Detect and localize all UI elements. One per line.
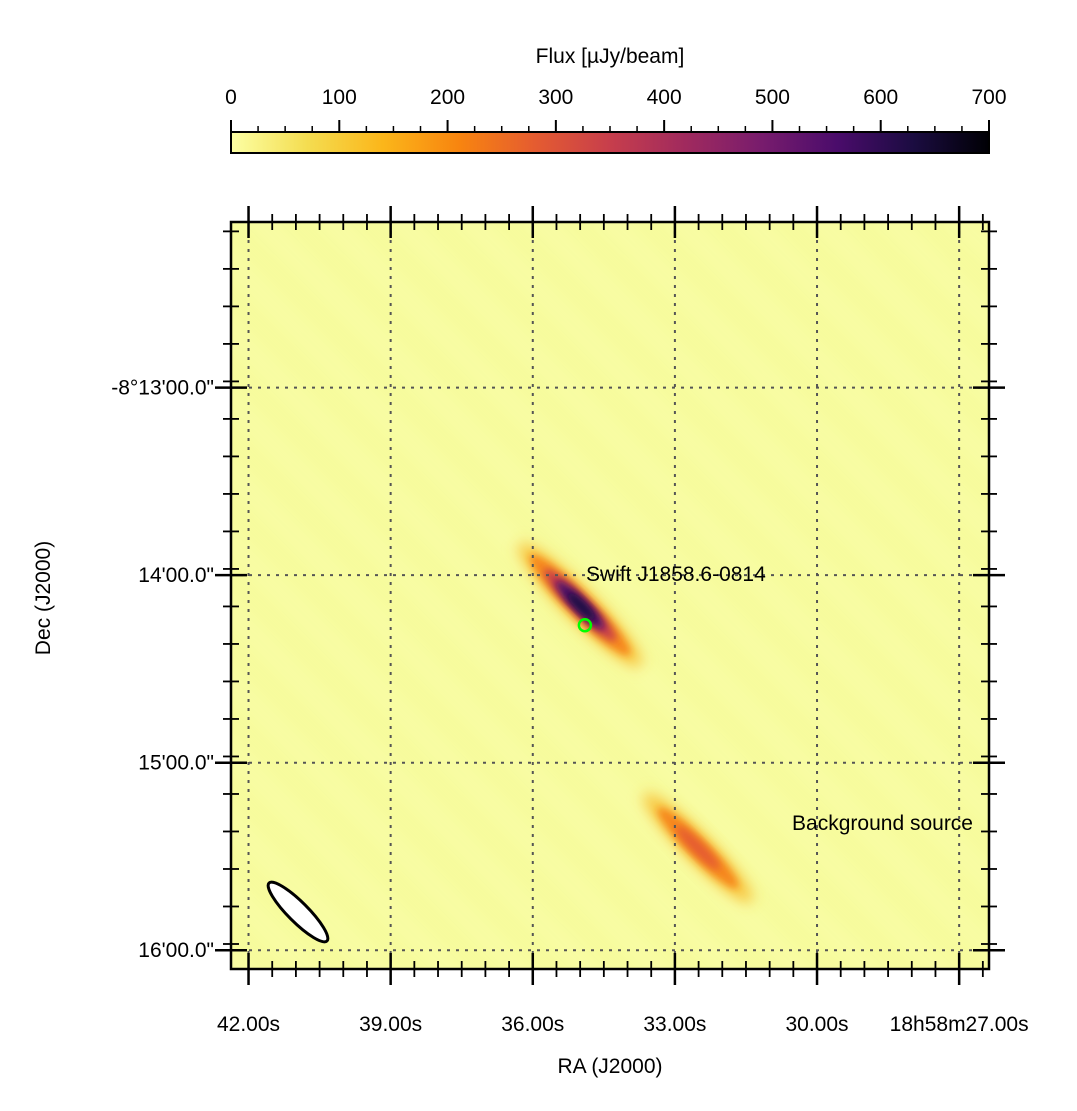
x-axis-label: RA (J2000)	[557, 1055, 662, 1078]
sidelobe-stripe	[671, 222, 989, 540]
source-emission-background	[643, 793, 753, 903]
sidelobe-stripe	[1011, 202, 1077, 1002]
colorbar-tick-label: 0	[225, 86, 237, 109]
x-tick-label: 18h58m27.00s	[890, 1013, 1029, 1036]
sidelobe-stripe	[231, 532, 668, 969]
y-tick-label: -8°13'00.0"	[111, 377, 214, 400]
source-label-background: Background source	[792, 812, 973, 835]
image-layer	[0, 202, 1077, 1002]
axis-ticks	[215, 206, 1005, 985]
y-axis-label: Dec (J2000)	[32, 541, 55, 655]
grid-lines	[231, 222, 989, 969]
x-tick-label: 42.00s	[217, 1013, 280, 1036]
y-tick-label: 15'00.0"	[138, 752, 214, 775]
sidelobe-stripe	[531, 222, 989, 680]
x-tick-label: 39.00s	[359, 1013, 422, 1036]
sidelobe-stripe	[231, 322, 878, 969]
y-tick-label: 16'00.0"	[138, 939, 214, 962]
heatmap-plot: Swift J1858.6-0814 Background source	[0, 202, 1077, 1002]
colorbar-tick-label: 700	[971, 86, 1006, 109]
colorbar-tick-label: 400	[647, 86, 682, 109]
sidelobe-stripes	[0, 202, 1077, 1002]
sidelobe-stripe	[231, 672, 528, 969]
sidelobe-stripe	[231, 812, 388, 969]
sidelobe-stripe	[741, 222, 989, 470]
sidelobe-stripe	[811, 222, 989, 400]
x-tick-label: 33.00s	[643, 1013, 706, 1036]
colorbar-label: Flux [µJy/beam]	[536, 45, 685, 68]
sidelobe-stripe	[0, 202, 201, 1002]
colorbar-tick-label: 500	[755, 86, 790, 109]
colorbar-gradient	[230, 131, 990, 154]
sidelobe-stripe	[251, 222, 989, 960]
plot-frame	[229, 220, 991, 971]
beam-ellipse	[266, 880, 330, 944]
sidelobe-stripe	[231, 462, 738, 969]
sidelobe-stripe	[321, 222, 989, 890]
sidelobe-stripe	[231, 392, 808, 969]
source-label-swift: Swift J1858.6-0814	[586, 563, 766, 586]
colorbar-ticks: 0 100 200 300 400 500 600 700	[225, 86, 1007, 132]
sidelobe-stripe	[391, 222, 989, 820]
x-tick-label: 30.00s	[785, 1013, 848, 1036]
sidelobe-stripe	[601, 222, 989, 610]
sidelobe-stripe	[231, 742, 458, 969]
sidelobe-stripe	[231, 602, 598, 969]
sidelobe-stripe	[0, 202, 131, 1002]
source-position-marker	[577, 617, 593, 633]
colorbar-tick-label: 100	[322, 86, 357, 109]
y-tick-label: 14'00.0"	[138, 564, 214, 587]
colorbar-tick-label: 600	[863, 86, 898, 109]
x-tick-label: 36.00s	[501, 1013, 564, 1036]
colorbar-tick-label: 200	[430, 86, 465, 109]
colorbar-tick-label: 300	[538, 86, 573, 109]
sidelobe-stripe	[461, 222, 989, 750]
colorbar: Flux [µJy/beam] 0 100 200 300 400 500 600 700	[225, 45, 1007, 154]
source-emission-swift	[518, 543, 642, 667]
y-tick-labels: -8°13'00.0" 14'00.0" 15'00.0" 16'00.0"	[111, 377, 214, 963]
x-tick-labels: 42.00s 39.00s 36.00s 33.00s 30.00s 18h58m27.0…	[217, 1013, 1029, 1036]
